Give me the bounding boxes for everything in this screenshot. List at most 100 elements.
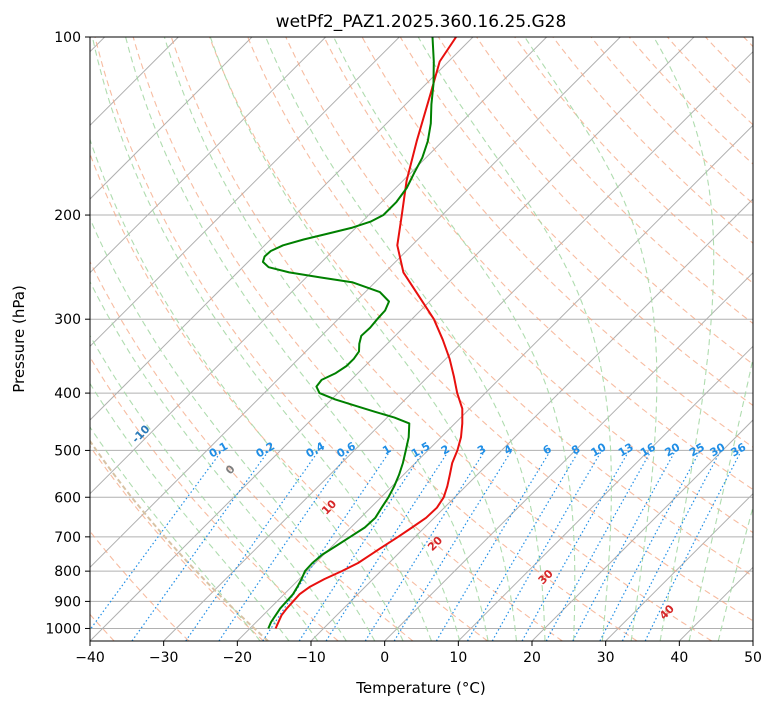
moist-adiabat-line: [90, 217, 376, 641]
isotherm-line: [678, 566, 753, 641]
moist-adiabat-line: [90, 334, 319, 641]
x-tick-label: 10: [449, 650, 467, 666]
x-tick-label: −30: [149, 650, 179, 666]
mixing-ratio-label: 6: [541, 442, 554, 457]
dry-adiabat-label: 0: [223, 462, 238, 477]
mixing-ratio-line: [599, 450, 701, 641]
mixing-ratio-line: [491, 450, 603, 641]
y-tick-label: 1000: [45, 621, 81, 637]
isotherm-line: [163, 50, 753, 641]
mixing-ratio-line: [435, 450, 552, 641]
dry-adiabat-line: [666, 37, 753, 126]
mixing-ratio-line: [298, 450, 425, 641]
dry-adiabat-line: [590, 37, 753, 205]
dry-adiabat-line: [247, 37, 753, 577]
dry-adiabat-line: [90, 445, 264, 641]
moist-adiabats: [90, 37, 753, 641]
y-tick-label: 300: [54, 312, 81, 328]
isotherm-line: [457, 345, 753, 641]
y-axis-title: Pressure (hPa): [10, 285, 28, 393]
dry-adiabat-label: 40: [657, 602, 677, 622]
temperature-profile-line: [274, 37, 464, 629]
isotherm-line: [752, 640, 753, 641]
plot-frame: [89, 36, 754, 642]
isotherm-line: [310, 198, 753, 641]
mixing-ratio-line: [545, 450, 652, 641]
x-axis-ticks: −40 −30 −20 −10 0 10 20 30 40 50: [75, 641, 762, 666]
x-tick-label: −20: [223, 650, 253, 666]
dry-adiabat-line: [90, 356, 339, 641]
mixing-ratio-label: 36: [728, 440, 748, 459]
isotherm-line: [236, 124, 753, 641]
mixing-ratio-label: 0.6: [335, 439, 359, 460]
moist-adiabat-line: [209, 37, 518, 641]
isotherm-line: [90, 37, 474, 421]
mixing-ratio-label: 0.4: [304, 439, 328, 460]
isotherm-line: [90, 37, 253, 200]
isotherm-line: [605, 492, 753, 641]
moist-adiabat-line: [163, 37, 489, 641]
y-tick-label: 600: [54, 490, 81, 506]
mixing-ratio-label: 1.5: [409, 439, 432, 460]
mixing-ratio-line: [466, 450, 580, 641]
mixing-ratio-label: 20: [662, 440, 682, 459]
moist-adiabat-line: [265, 37, 546, 641]
mixing-ratio-line: [262, 450, 391, 641]
moist-adiabat-line: [417, 37, 612, 641]
y-tick-label: 200: [54, 208, 81, 224]
dry-adiabat-line: [208, 37, 753, 622]
y-axis-ticks: 1000 900 800 700 600 500 400 300 200 100: [45, 30, 90, 637]
y-tick-label: 500: [54, 443, 81, 459]
mixing-ratio-line: [218, 450, 351, 641]
x-tick-label: 40: [670, 650, 688, 666]
dry-adiabat-line: [399, 37, 753, 407]
line-annotations: 0.10.20.40.611.52346810131620253036-100-…: [129, 422, 748, 622]
x-tick-label: −10: [296, 650, 326, 666]
moist-adiabat-line: [90, 382, 290, 641]
dry-adiabat-line: [514, 37, 753, 284]
y-tick-label: 100: [54, 30, 81, 46]
y-tick-label: 400: [54, 386, 81, 402]
dry-adiabat-line: [437, 37, 753, 365]
dewpoint-profile-line: [261, 37, 435, 629]
dry-adiabat-line: [90, 530, 190, 641]
mixing-ratio-line: [364, 450, 486, 641]
moist-adiabat-line: [688, 355, 753, 641]
dry-adiabat-line: [94, 37, 563, 641]
y-tick-label: 900: [54, 594, 81, 610]
mixing-ratio-line: [325, 450, 450, 641]
isobar-grid: [90, 37, 753, 629]
mixing-ratio-label: 13: [616, 441, 636, 460]
x-tick-label: 0: [380, 650, 389, 666]
x-tick-label: 20: [523, 650, 541, 666]
isotherm-grid: [90, 37, 753, 641]
y-tick-label: 700: [54, 530, 81, 546]
dry-adiabat-line: [132, 37, 638, 641]
dry-adiabats: [90, 37, 753, 641]
moist-adiabat-line: [90, 137, 404, 641]
isotherm-line: [90, 37, 621, 569]
moist-adiabat-line: [91, 37, 432, 641]
dry-adiabat-line: [476, 37, 753, 325]
dry-adiabat-line: [628, 37, 753, 165]
mixing-ratio-label: 16: [638, 440, 658, 459]
moist-adiabat-line: [125, 37, 461, 641]
isotherm-line: [384, 271, 753, 641]
x-tick-label: 30: [597, 650, 615, 666]
mixing-ratio-line: [90, 450, 223, 631]
dry-adiabat-line: [90, 260, 414, 641]
mixing-ratio-line: [521, 450, 630, 641]
moist-adiabat-line: [90, 280, 347, 641]
isotherm-line: [531, 419, 753, 641]
mixing-ratio-line: [572, 450, 677, 641]
isotherm-line: [90, 37, 327, 274]
dry-adiabat-line: [323, 37, 753, 491]
x-tick-label: −40: [75, 650, 105, 666]
moist-adiabat-line: [333, 37, 576, 641]
mixing-ratio-label: 10: [589, 440, 609, 459]
dry-adiabat-line: [743, 37, 753, 48]
mixing-ratio-line: [393, 450, 513, 641]
dry-adiabat-label: -10: [129, 422, 152, 445]
reference-curve: [90, 439, 269, 641]
